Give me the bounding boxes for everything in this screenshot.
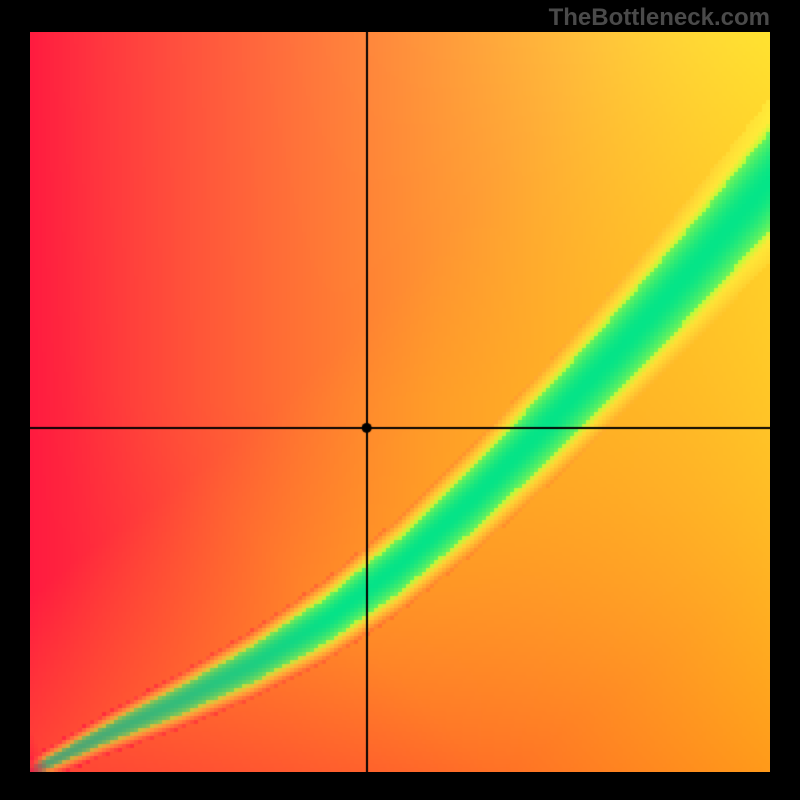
- chart-container: TheBottleneck.com: [0, 0, 800, 800]
- heatmap-canvas: [30, 32, 770, 772]
- watermark-text: TheBottleneck.com: [549, 4, 770, 32]
